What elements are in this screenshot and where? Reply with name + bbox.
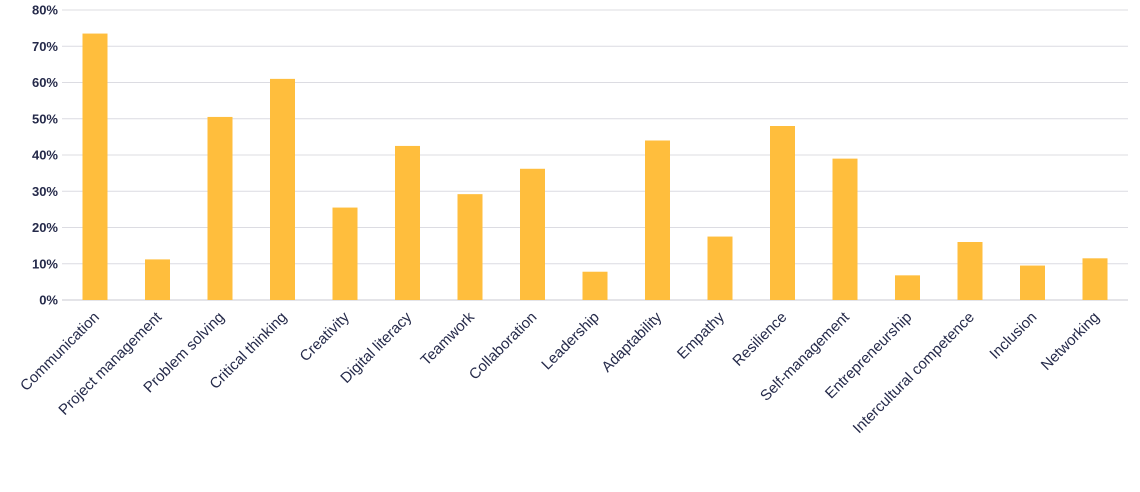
bar [270, 78, 295, 300]
y-tick-label: 40% [32, 148, 58, 163]
bar [520, 168, 545, 300]
bar [645, 140, 670, 300]
bar [82, 33, 108, 300]
y-tick-label: 20% [32, 220, 58, 235]
x-tick-label: Teamwork [417, 308, 478, 369]
bar [1082, 258, 1108, 300]
x-tick-label: Intercultural competence [850, 309, 978, 437]
y-tick-label: 30% [32, 184, 58, 199]
bars [82, 33, 1108, 300]
gridlines [62, 9, 1128, 301]
x-tick-label: Inclusion [986, 309, 1040, 363]
bar [1020, 265, 1045, 300]
bar [457, 194, 483, 300]
y-tick-label: 0% [39, 293, 58, 308]
bar [770, 126, 795, 300]
bar [957, 242, 983, 300]
y-tick-label: 80% [32, 3, 58, 18]
bar [895, 275, 920, 300]
x-tick-label: Leadership [538, 309, 603, 374]
x-tick-label: Resilience [729, 309, 790, 370]
y-tick-label: 70% [32, 39, 58, 54]
x-tick-label: Empathy [674, 308, 728, 362]
bar [207, 116, 233, 300]
x-tick-label: Adaptability [598, 308, 665, 375]
x-tick-label: Networking [1038, 309, 1103, 374]
y-tick-label: 10% [32, 256, 58, 271]
x-tick-label: Project management [55, 308, 165, 418]
bar [832, 158, 858, 300]
bar [707, 236, 733, 300]
y-axis: 0% 10% 20% 30% 40% 50% 60% 70% 80% [32, 3, 58, 308]
bar [145, 259, 170, 300]
bar [395, 145, 420, 300]
bar [332, 207, 358, 300]
y-tick-label: 50% [32, 111, 58, 126]
x-tick-label: Creativity [297, 308, 354, 365]
y-tick-label: 60% [32, 75, 58, 90]
bar [582, 271, 608, 300]
